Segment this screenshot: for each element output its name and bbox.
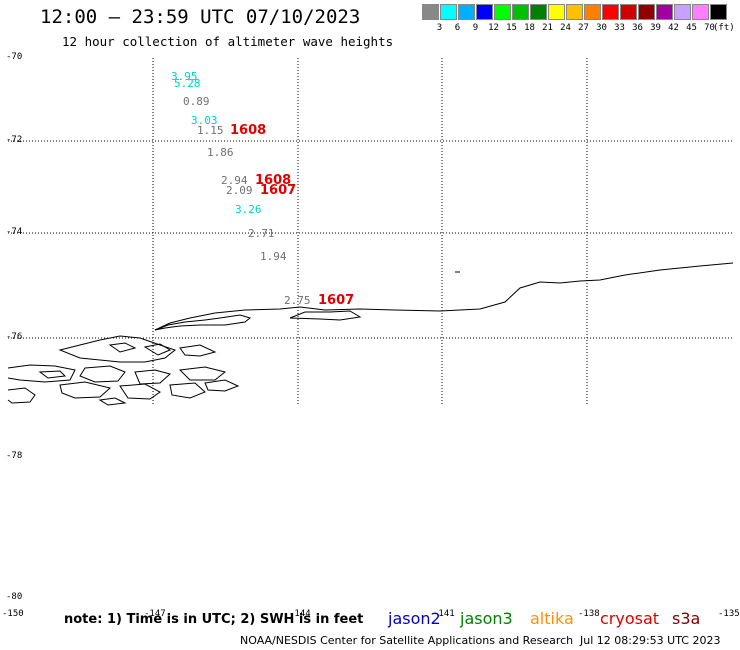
scale-swatch — [512, 4, 529, 20]
scale-label: 45 — [686, 23, 697, 33]
lat-label: -72 — [6, 135, 23, 145]
scale-unit: (ft) — [713, 23, 735, 33]
coastline — [7, 262, 734, 406]
scale-label: 15 — [506, 23, 517, 33]
scale-label: 42 — [668, 23, 679, 33]
scale-swatch — [638, 4, 655, 20]
wave-height-obs: 5.28 — [174, 77, 201, 90]
lat-label: -70 — [6, 52, 23, 62]
lon-label: -138 — [578, 609, 600, 619]
map-subtitle: 12 hour collection of altimeter wave hei… — [62, 34, 394, 49]
wave-height-obs: 1.15 — [197, 124, 224, 137]
scale-swatch — [548, 4, 565, 20]
lon-label: -135 — [718, 609, 740, 619]
scale-label: 36 — [632, 23, 643, 33]
scale-label: 9 — [472, 23, 479, 33]
wave-height-obs: 2.94 — [221, 174, 248, 187]
lon-label: -150 — [2, 609, 24, 619]
satellite-legend-jason2: jason2 — [388, 609, 441, 628]
wave-height-obs: 0.89 — [183, 95, 210, 108]
scale-swatch — [440, 4, 457, 20]
scale-swatch — [422, 4, 439, 20]
lat-label: -74 — [6, 227, 23, 237]
scale-swatch — [458, 4, 475, 20]
scale-swatch — [530, 4, 547, 20]
scale-label: 12 — [488, 23, 499, 33]
scale-label: 21 — [542, 23, 553, 33]
scale-label: 24 — [560, 23, 571, 33]
wave-height-obs: 3.26 — [235, 203, 262, 216]
scale-label: 18 — [524, 23, 535, 33]
satellite-legend-jason3: jason3 — [460, 609, 513, 628]
map-title: 12:00 – 23:59 UTC 07/10/2023 — [40, 6, 361, 28]
scale-label: 33 — [614, 23, 625, 33]
wave-height-obs: 1.94 — [260, 250, 287, 263]
lon-label: -147 — [144, 609, 166, 619]
pass-time-label: 1607 — [260, 183, 297, 198]
units-note: note: 1) Time is in UTC; 2) SWH is in fe… — [64, 612, 364, 627]
pass-time-label: 1608 — [255, 173, 292, 188]
lon-label: -144 — [289, 609, 311, 619]
lat-label: -80 — [6, 592, 23, 602]
graticule — [8, 58, 733, 405]
pass-time-label: 1608 — [230, 123, 267, 138]
pass-time-label: 1607 — [318, 293, 355, 308]
scale-swatch — [656, 4, 673, 20]
scale-label: 30 — [596, 23, 607, 33]
scale-swatch — [584, 4, 601, 20]
scale-swatch — [674, 4, 691, 20]
scale-swatch — [692, 4, 709, 20]
wave-height-obs: 2.09 — [226, 184, 253, 197]
scale-swatch — [494, 4, 511, 20]
scale-swatch — [566, 4, 583, 20]
scale-label: 6 — [454, 23, 461, 33]
lat-label: -76 — [6, 332, 23, 342]
wave-height-obs: 2.75 — [284, 294, 311, 307]
wave-height-obs: 3.03 — [191, 114, 218, 127]
footer-credit: NOAA/NESDIS Center for Satellite Applica… — [240, 634, 574, 647]
scale-label: 39 — [650, 23, 661, 33]
lat-label: -78 — [6, 451, 23, 461]
satellite-legend-s3a: s3a — [672, 609, 701, 628]
scale-label: 3 — [436, 23, 443, 33]
wave-height-obs: 3.95 — [171, 70, 198, 83]
scale-swatch — [476, 4, 493, 20]
wave-height-obs: 1.86 — [207, 146, 234, 159]
scale-label: 70 — [704, 23, 715, 33]
scale-label: 27 — [578, 23, 589, 33]
footer-timestamp: Jul 12 08:29:53 UTC 2023 — [580, 634, 721, 647]
satellite-legend-altika: altika — [530, 609, 574, 628]
scale-swatch — [602, 4, 619, 20]
wave-height-obs: 2.71 — [248, 227, 275, 240]
scale-swatch — [620, 4, 637, 20]
satellite-legend-cryosat: cryosat — [600, 609, 660, 628]
lon-label: -141 — [433, 609, 455, 619]
scale-swatch — [710, 4, 727, 20]
